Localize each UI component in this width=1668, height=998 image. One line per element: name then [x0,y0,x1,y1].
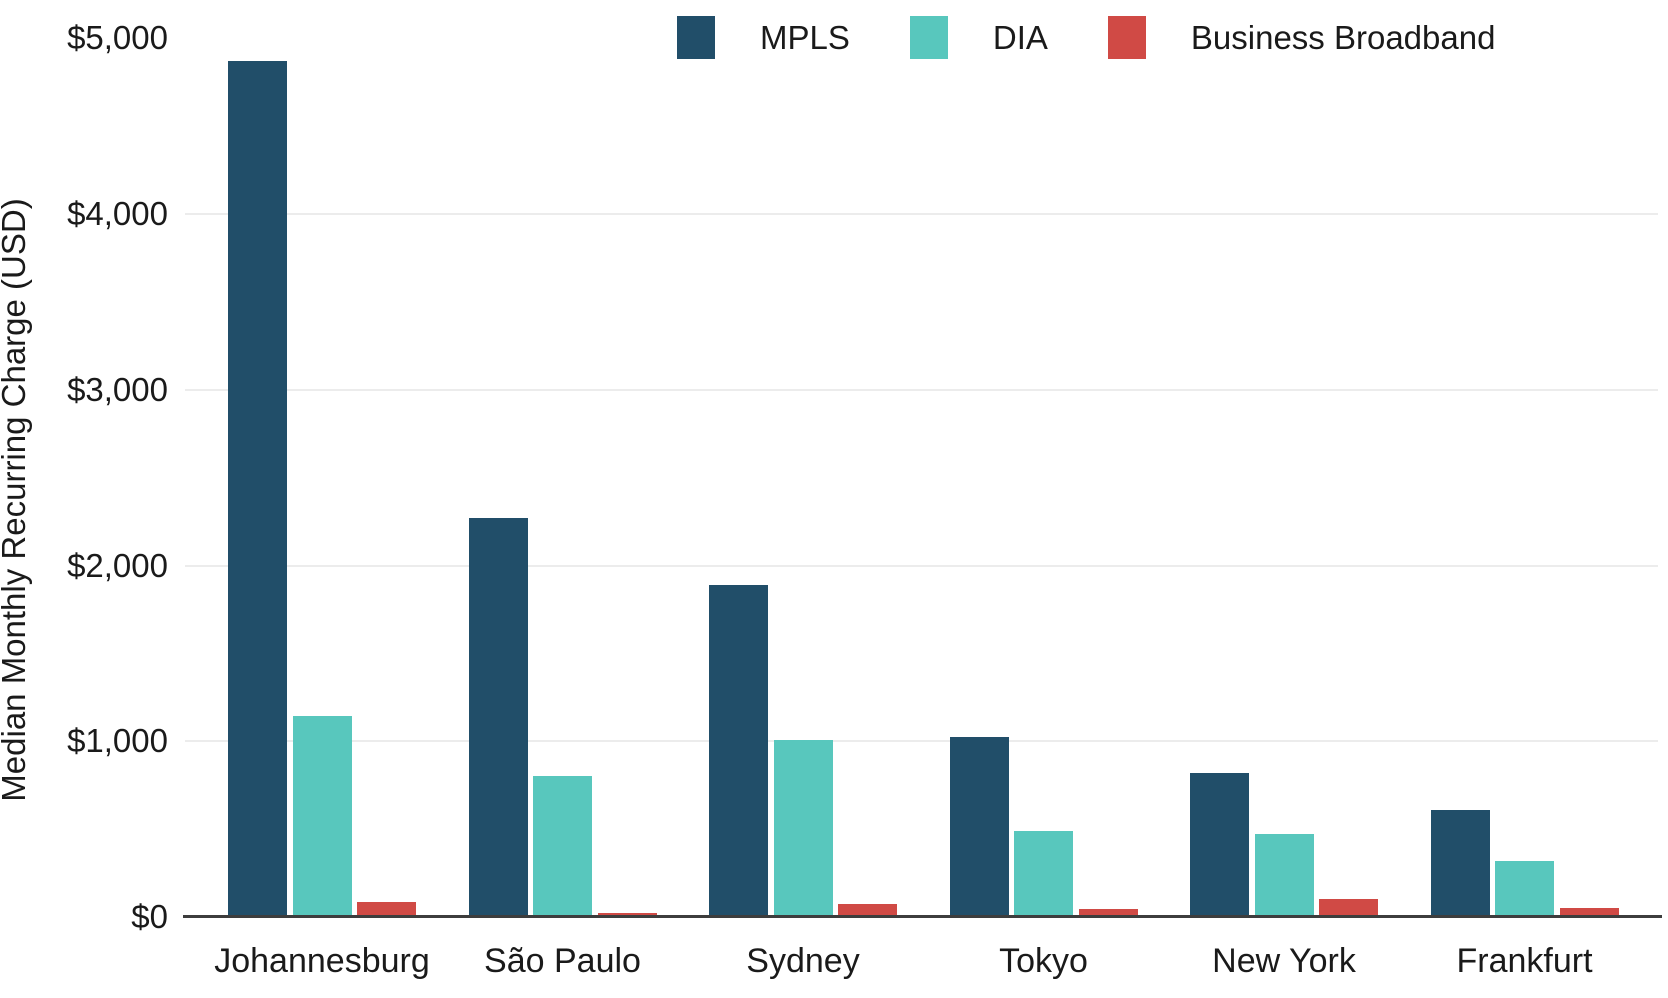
bar-business-broadband [838,903,897,917]
category-label: Johannesburg [214,942,430,980]
bar-group-frankfurt [1430,0,1619,917]
bar-group-new-york [1190,0,1378,917]
y-tick-label: $3,000 [67,370,168,408]
bar-mpls [1190,772,1249,917]
y-tick-label: $0 [131,898,168,935]
bar-mpls [949,736,1009,917]
legend-swatch-icon [1107,16,1146,59]
category-label: São Paulo [484,942,641,980]
legend-item-dia: DIA [909,16,1048,59]
bar-business-broadband [357,902,416,917]
gridline [185,213,1658,215]
y-tick-label: $2,000 [67,546,168,584]
bar-group-s-o-paulo [468,0,657,917]
bar-group-sydney [709,0,897,917]
bar-mpls [228,61,287,917]
bar-business-broadband [1319,899,1378,917]
legend-swatch-icon [677,16,715,59]
category-label: Frankfurt [1456,942,1593,980]
legend-item-mpls: MPLS [677,16,850,59]
bar-dia [533,776,592,917]
bar-group-tokyo [949,0,1138,917]
legend-swatch-icon [909,16,948,59]
bar-dia [1495,860,1554,917]
bar-dia [1014,830,1073,917]
bar-dia [1254,834,1314,917]
category-label: Sydney [746,942,860,980]
bar-mpls [709,584,768,917]
legend-item-business-broadband: Business Broadband [1107,16,1496,59]
bar-business-broadband [1078,909,1138,917]
bar-dia [773,739,833,917]
bar-business-broadband [1559,908,1619,917]
bar-mpls [1430,809,1490,917]
legend-label: DIA [992,18,1048,56]
bar-business-broadband [597,912,657,917]
x-axis-line [183,915,1662,918]
bar-group-johannesburg [228,0,416,917]
y-tick-label: $5,000 [67,19,168,57]
y-tick-label: $1,000 [67,722,168,760]
legend-label: Business Broadband [1190,18,1496,56]
bar-mpls [468,518,528,917]
category-label: New York [1212,942,1356,980]
y-tick-label: $4,000 [67,195,168,232]
gridline [185,388,1658,391]
category-label: Tokyo [999,942,1088,980]
legend-label: MPLS [760,18,850,56]
gridline [185,564,1658,567]
bar-dia [292,715,352,917]
legend: MPLS DIA Business Broadband [677,16,1495,59]
gridline [185,740,1658,743]
